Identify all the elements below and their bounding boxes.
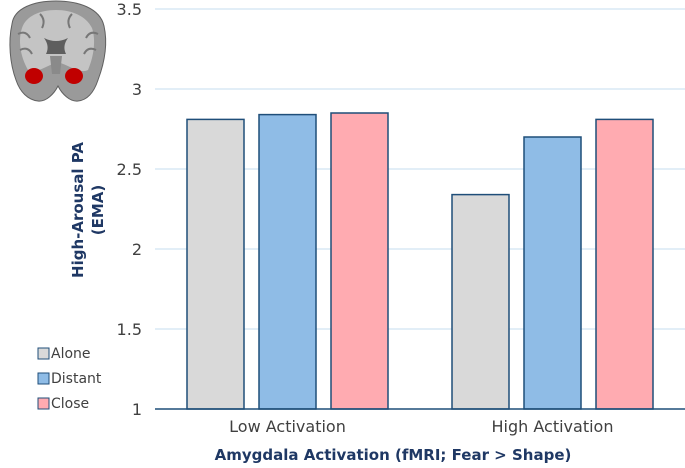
legend-label-alone: Alone	[51, 346, 91, 362]
bars	[186, 112, 654, 410]
category-label: Low Activation	[229, 417, 346, 436]
brain-coronal-slice-icon	[9, 0, 107, 102]
y-tick-label: 2.5	[117, 160, 142, 179]
x-axis-title: Amygdala Activation (fMRI; Fear > Shape)	[215, 446, 572, 464]
y-tick-labels: 1 1.5 2 2.5 3 3.5	[117, 0, 142, 419]
y-tick-label: 3	[132, 80, 142, 99]
y-tick-label: 3.5	[117, 0, 142, 19]
bar-close-high-activation	[595, 118, 654, 410]
legend-swatch-distant	[37, 372, 50, 385]
category-label: High Activation	[492, 417, 614, 436]
y-tick-label: 1	[132, 400, 142, 419]
y-tick-label: 1.5	[117, 320, 142, 339]
legend-swatch-close	[37, 397, 50, 410]
bar-alone-low-activation	[186, 118, 245, 410]
bar-distant-low-activation	[258, 113, 317, 410]
legend: Alone Distant Close	[37, 346, 102, 412]
bar-distant-high-activation	[523, 136, 582, 410]
legend-label-close: Close	[51, 396, 89, 412]
legend-label-distant: Distant	[51, 371, 102, 387]
bar-alone-high-activation	[451, 193, 510, 410]
right-amygdala-highlight	[65, 68, 83, 84]
y-tick-label: 2	[132, 240, 142, 259]
left-amygdala-highlight	[25, 68, 43, 84]
y-axis-title-line-2: (EMA)	[89, 185, 107, 236]
category-labels: Low Activation High Activation	[229, 417, 613, 436]
y-axis-title: High-Arousal PA (EMA)	[69, 142, 107, 278]
bar-close-low-activation	[330, 112, 389, 410]
y-axis-title-line-1: High-Arousal PA	[69, 142, 87, 278]
legend-swatch-alone	[37, 347, 50, 360]
